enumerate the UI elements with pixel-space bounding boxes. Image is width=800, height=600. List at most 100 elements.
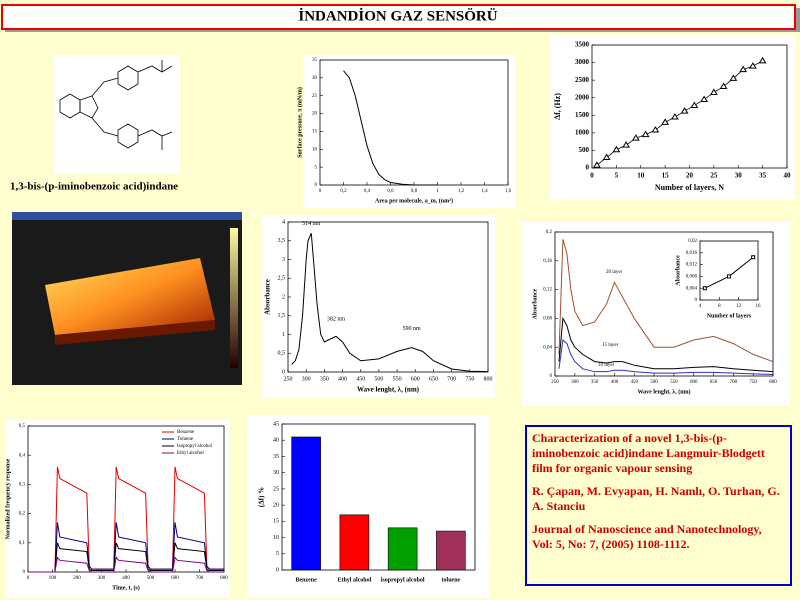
- y-tick-label: 0: [586, 164, 590, 172]
- reference-heading: Characterization of a novel 1,3-bis-(p-i…: [532, 431, 765, 475]
- y-tick-label: 0,4: [19, 453, 26, 458]
- afm-window-bar: [12, 212, 242, 220]
- y-tick-label: 3: [282, 257, 285, 263]
- x-tick-label: 8: [718, 304, 721, 309]
- x-tick-label: 550: [670, 380, 678, 385]
- y-tick-label: 0: [23, 570, 26, 575]
- data-line: [28, 542, 224, 573]
- x-tick-label: 25: [710, 172, 718, 180]
- molecule-structure: [59, 60, 173, 150]
- data-point: [727, 274, 731, 279]
- molecule-caption: 1,3-bis-(p-iminobenzoic acid)indane: [10, 181, 178, 193]
- y-tick-label: 0,04: [543, 345, 552, 350]
- x-axis-label: Number of layers: [707, 313, 752, 319]
- title-box: [1, 4, 796, 30]
- x-tick-label: 12: [736, 304, 742, 309]
- y-tick-label: 2500: [575, 76, 590, 84]
- data-point: [631, 134, 640, 141]
- y-tick-label: 30: [312, 76, 318, 81]
- y-tick-label: 0,12: [543, 288, 552, 293]
- y-tick-label: 0,008: [686, 275, 698, 280]
- molecule-panel: [54, 55, 180, 173]
- x-tick-label: 700: [196, 576, 204, 581]
- x-tick-label: 10: [637, 172, 645, 180]
- data-point: [680, 107, 689, 114]
- y-tick-label: 15: [312, 130, 318, 135]
- x-tick-label: 20: [686, 172, 694, 180]
- x-tick-label: 35: [759, 172, 767, 180]
- x-axis-label: Wave lenght, λ, (nm): [357, 386, 420, 394]
- y-tick-label: 3000: [575, 58, 590, 66]
- x-tick-label: 750: [465, 376, 474, 382]
- y-tick-label: 2000: [575, 93, 590, 101]
- x-tick-label: 4: [699, 304, 702, 309]
- x-tick-label: 0,6: [387, 189, 394, 194]
- x-tick-label: 0,8: [411, 189, 418, 194]
- y-axis-label: Δf, (Hz): [553, 93, 562, 120]
- y-tick-label: 25: [273, 486, 279, 492]
- data-point: [592, 161, 601, 168]
- x-tick-label: 600: [171, 576, 179, 581]
- data-line: [28, 522, 224, 573]
- y-tick-label: 25: [312, 94, 318, 99]
- y-axis-label: Surface pressure, π (mN/m): [296, 87, 303, 158]
- data-line: [28, 466, 224, 573]
- data-point: [622, 141, 631, 148]
- reference-journal: Journal of Nanoscience and Nanotechnolog…: [532, 522, 762, 551]
- x-tick-label: 800: [484, 376, 493, 382]
- reference-authors: R. Çapan, M. Evyapan, H. Namlı, O. Turha…: [532, 484, 780, 513]
- y-tick-label: 2: [282, 294, 285, 300]
- y-tick-label: 20: [273, 502, 279, 508]
- data-line: [558, 338, 774, 376]
- data-point: [758, 56, 767, 64]
- x-tick-label: 350: [591, 380, 599, 385]
- afm-side: [55, 320, 215, 345]
- data-point: [702, 286, 707, 291]
- data-point: [748, 62, 757, 69]
- y-tick-label: 0,02: [688, 239, 697, 244]
- y-axis-label: (Δf) %: [258, 487, 266, 507]
- annotation: 382 nm: [327, 317, 346, 323]
- x-tick-label: 300: [302, 376, 311, 382]
- x-axis-label: Area per molecule, a_m, (nm²): [375, 197, 453, 204]
- y-tick-label: 5: [276, 551, 279, 557]
- data-line: [28, 556, 224, 573]
- y-tick-label: 10: [312, 147, 318, 152]
- y-tick-label: 0: [550, 374, 553, 379]
- y-tick-label: 1500: [575, 111, 590, 119]
- data-line: [291, 233, 489, 373]
- x-tick-label: 0,2: [340, 189, 347, 194]
- x-tick-label: 0: [590, 172, 594, 180]
- x-tick-label: 500: [147, 576, 155, 581]
- afm-surface: [45, 258, 215, 335]
- y-tick-label: 0,004: [686, 286, 698, 291]
- y-tick-label: 0,5: [19, 424, 26, 429]
- series-label: 10 layer: [598, 363, 615, 368]
- data-point: [690, 101, 699, 108]
- x-tick-label: 400: [338, 376, 347, 382]
- plot-frame: [554, 231, 774, 377]
- data-line: [558, 316, 774, 373]
- y-tick-label: 0,2: [19, 512, 26, 517]
- bar: [436, 530, 466, 571]
- y-tick-label: 2,5: [278, 276, 286, 282]
- x-tick-label: 1,6: [505, 189, 512, 194]
- data-point: [709, 88, 718, 95]
- x-tick-label: 700: [730, 380, 738, 385]
- y-tick-label: 0,08: [543, 317, 552, 322]
- y-tick-label: 35: [273, 454, 279, 460]
- y-tick-label: 10: [273, 535, 279, 541]
- legend-label: Toluene: [177, 437, 194, 442]
- data-point: [661, 118, 670, 125]
- y-tick-label: 40: [273, 438, 279, 444]
- x-tick-label: Benzene: [295, 577, 317, 583]
- x-tick-label: 400: [122, 576, 130, 581]
- x-tick-label: 800: [220, 576, 228, 581]
- x-tick-label: 0,4: [364, 189, 371, 194]
- series-label: 20 layer: [606, 270, 623, 275]
- x-tick-label: 750: [749, 380, 757, 385]
- y-tick-label: 45: [273, 421, 279, 427]
- y-tick-label: 1000: [575, 128, 590, 136]
- y-axis-label: Absorbance: [264, 279, 272, 315]
